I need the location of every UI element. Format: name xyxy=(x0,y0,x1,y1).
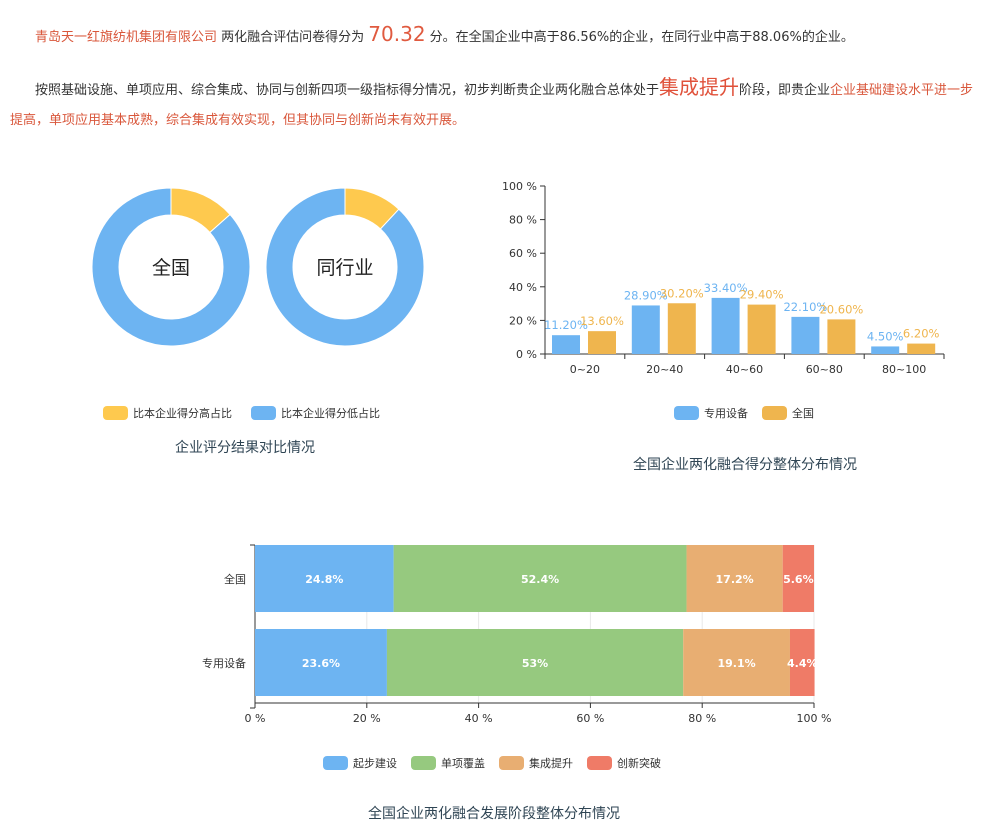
data-label: 20.60% xyxy=(819,302,863,316)
bar xyxy=(791,316,820,354)
bar xyxy=(588,331,616,354)
stacked-bar-segment xyxy=(686,545,783,612)
legend-label: 创新突破 xyxy=(617,756,661,770)
data-label: 30.20% xyxy=(660,286,704,300)
bar xyxy=(711,297,740,354)
data-label: 11.20% xyxy=(544,318,588,332)
stacked-bar-segment xyxy=(789,629,815,696)
data-label: 22.10% xyxy=(783,300,827,314)
legend-swatch xyxy=(103,406,128,420)
legend-label: 集成提升 xyxy=(529,756,573,770)
score-value: 70.32 xyxy=(368,22,426,46)
legend-label: 比本企业得分高占比 xyxy=(133,406,232,420)
stacked-bar-segment xyxy=(255,629,387,696)
summary-text: 阶段，即贵企业 xyxy=(739,83,831,98)
bar xyxy=(747,304,776,354)
legend-swatch xyxy=(411,756,436,770)
data-label: 29.40% xyxy=(740,288,784,302)
stage-description: 企业基础建设水平进一步提高，单项应用基本成熟，综合集成有效实现，但其协同与创新尚… xyxy=(10,83,974,128)
data-label: 33.40% xyxy=(704,281,748,295)
stacked-bar-segment xyxy=(386,629,684,696)
donut-label: 全国 xyxy=(152,257,190,279)
x-tick-label: 80~100 xyxy=(882,363,926,376)
bar xyxy=(631,305,660,354)
x-tick-label: 0 % xyxy=(245,712,266,725)
summary-text: 分。在全国企业中高于86.56%的企业，在同行业中高于88.06%的企业。 xyxy=(425,30,854,45)
data-label: 4.4% xyxy=(787,657,818,670)
legend-label: 专用设备 xyxy=(704,406,748,420)
legend-swatch xyxy=(323,756,348,770)
stacked-bar-segment xyxy=(683,629,790,696)
stage-value: 集成提升 xyxy=(659,75,740,99)
bar xyxy=(552,335,580,354)
x-tick-label: 80 % xyxy=(688,712,716,725)
stacked-bar-segment xyxy=(782,545,814,612)
donut-slice-lower xyxy=(91,187,251,347)
y-tick-label: 20 % xyxy=(509,314,537,327)
x-tick-label: 20~40 xyxy=(646,363,683,376)
legend-label: 单项覆盖 xyxy=(441,756,485,770)
bar xyxy=(827,319,856,354)
y-tick-label: 100 % xyxy=(502,180,537,193)
data-label: 53% xyxy=(522,657,548,670)
y-tick-label: 40 % xyxy=(509,281,537,294)
x-tick-label: 40 % xyxy=(465,712,493,725)
data-label: 28.90% xyxy=(624,288,668,302)
x-tick-label: 60 % xyxy=(576,712,604,725)
data-label: 4.50% xyxy=(867,329,904,343)
data-label: 52.4% xyxy=(521,573,559,586)
legend-label: 全国 xyxy=(792,406,814,420)
x-tick-label: 60~80 xyxy=(806,363,843,376)
company-name: 青岛天一红旗纺机集团有限公司 xyxy=(35,30,218,45)
legend-label: 比本企业得分低占比 xyxy=(281,406,380,420)
chart-title: 全国企业两化融合发展阶段整体分布情况 xyxy=(368,805,620,822)
legend-swatch xyxy=(251,406,276,420)
bar xyxy=(871,346,900,354)
data-label: 24.8% xyxy=(305,573,343,586)
bar xyxy=(667,303,696,354)
y-tick-label: 60 % xyxy=(509,247,537,260)
score-summary: 青岛天一红旗纺机集团有限公司 两化融合评估问卷得分为 70.32 分。在全国企业… xyxy=(35,22,854,46)
x-tick-label: 0~20 xyxy=(570,363,600,376)
y-tick-label: 专用设备 xyxy=(202,656,246,670)
legend-swatch xyxy=(762,406,787,420)
data-label: 17.2% xyxy=(716,573,754,586)
x-tick-label: 100 % xyxy=(797,712,832,725)
chart-title: 全国企业两化融合得分整体分布情况 xyxy=(633,456,857,473)
x-tick-label: 40~60 xyxy=(726,363,763,376)
data-label: 19.1% xyxy=(717,657,755,670)
legend-label: 起步建设 xyxy=(353,756,397,770)
stacked-bar-segment xyxy=(255,545,394,612)
donut-label: 同行业 xyxy=(316,257,373,279)
stage-summary: 按照基础设施、单项应用、综合集成、协同与创新四项一级指标得分情况，初步判断贵企业… xyxy=(10,72,985,136)
y-tick-label: 0 % xyxy=(516,348,537,361)
legend-swatch xyxy=(674,406,699,420)
y-tick-label: 80 % xyxy=(509,214,537,227)
legend-swatch xyxy=(587,756,612,770)
donut-slice-lower xyxy=(265,187,425,347)
summary-text: 按照基础设施、单项应用、综合集成、协同与创新四项一级指标得分情况，初步判断贵企业… xyxy=(35,83,660,98)
legend-swatch xyxy=(499,756,524,770)
chart-title: 企业评分结果对比情况 xyxy=(175,439,315,456)
data-label: 5.6% xyxy=(783,573,814,586)
data-label: 23.6% xyxy=(302,657,340,670)
y-tick-label: 全国 xyxy=(224,572,246,586)
stacked-bar-segment xyxy=(393,545,687,612)
summary-text: 两化融合评估问卷得分为 xyxy=(217,30,369,45)
data-label: 6.20% xyxy=(903,327,940,341)
bar xyxy=(907,343,936,354)
x-tick-label: 20 % xyxy=(353,712,381,725)
data-label: 13.60% xyxy=(580,314,624,328)
